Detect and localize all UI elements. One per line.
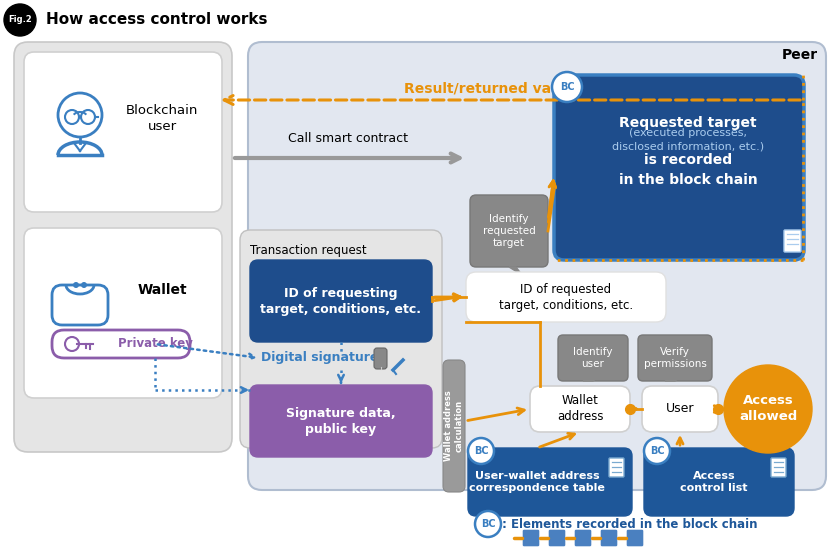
FancyBboxPatch shape xyxy=(250,385,432,457)
Text: User: User xyxy=(666,402,694,416)
Text: BC: BC xyxy=(474,446,488,456)
FancyBboxPatch shape xyxy=(530,386,630,432)
Text: (executed processes,
disclosed information, etc.): (executed processes, disclosed informati… xyxy=(612,128,764,152)
Text: Result/returned value: Result/returned value xyxy=(404,81,575,95)
Circle shape xyxy=(644,438,670,464)
FancyBboxPatch shape xyxy=(466,272,666,322)
Circle shape xyxy=(73,282,79,288)
Text: Identify
requested
target: Identify requested target xyxy=(483,214,535,248)
Text: Access
allowed: Access allowed xyxy=(739,395,797,424)
FancyBboxPatch shape xyxy=(14,42,232,452)
Polygon shape xyxy=(509,267,522,275)
Text: Wallet: Wallet xyxy=(137,283,186,297)
FancyBboxPatch shape xyxy=(609,458,624,477)
Text: Digital signature: Digital signature xyxy=(261,352,379,364)
FancyBboxPatch shape xyxy=(642,386,718,432)
Text: Signature data,
public key: Signature data, public key xyxy=(286,406,396,435)
Circle shape xyxy=(81,282,87,288)
FancyBboxPatch shape xyxy=(24,228,222,398)
Text: Call smart contract: Call smart contract xyxy=(288,132,408,145)
FancyBboxPatch shape xyxy=(52,285,108,325)
FancyBboxPatch shape xyxy=(468,448,632,516)
FancyBboxPatch shape xyxy=(240,230,442,448)
Text: ID of requesting
target, conditions, etc.: ID of requesting target, conditions, etc… xyxy=(260,286,422,315)
Circle shape xyxy=(724,365,812,453)
FancyBboxPatch shape xyxy=(548,529,566,547)
FancyBboxPatch shape xyxy=(554,75,804,260)
Text: : Elements recorded in the block chain: : Elements recorded in the block chain xyxy=(502,517,758,531)
Circle shape xyxy=(468,438,494,464)
Text: Wallet address
calculation: Wallet address calculation xyxy=(444,391,464,461)
Polygon shape xyxy=(583,373,603,381)
Text: Transaction request: Transaction request xyxy=(249,244,366,257)
Text: User-wallet address
correspondence table: User-wallet address correspondence table xyxy=(469,471,605,493)
Text: Private key: Private key xyxy=(118,338,192,350)
Text: is recorded
in the block chain: is recorded in the block chain xyxy=(618,153,758,187)
FancyBboxPatch shape xyxy=(470,195,548,267)
FancyBboxPatch shape xyxy=(771,458,786,477)
Circle shape xyxy=(58,93,102,137)
Text: Blockchain
user: Blockchain user xyxy=(126,103,198,132)
Text: BC: BC xyxy=(480,519,496,529)
Text: Access
control list: Access control list xyxy=(680,471,748,493)
Polygon shape xyxy=(665,373,685,381)
FancyBboxPatch shape xyxy=(574,529,592,547)
Text: Wallet
address: Wallet address xyxy=(557,395,603,424)
Circle shape xyxy=(4,4,36,36)
FancyBboxPatch shape xyxy=(626,529,644,547)
Text: Peer: Peer xyxy=(782,48,818,62)
FancyBboxPatch shape xyxy=(248,42,826,490)
FancyBboxPatch shape xyxy=(600,529,618,547)
Text: BC: BC xyxy=(649,446,664,456)
Text: Identify
user: Identify user xyxy=(573,347,612,369)
Text: ID of requested
target, conditions, etc.: ID of requested target, conditions, etc. xyxy=(499,282,633,311)
Text: Verify
permissions: Verify permissions xyxy=(643,347,706,369)
FancyBboxPatch shape xyxy=(522,529,540,547)
FancyBboxPatch shape xyxy=(52,330,190,358)
Text: How access control works: How access control works xyxy=(46,12,267,27)
Text: BC: BC xyxy=(559,82,575,92)
FancyBboxPatch shape xyxy=(644,448,794,516)
Text: Fig.2: Fig.2 xyxy=(8,16,32,25)
Circle shape xyxy=(552,72,582,102)
FancyBboxPatch shape xyxy=(374,348,387,369)
FancyBboxPatch shape xyxy=(24,52,222,212)
FancyBboxPatch shape xyxy=(443,360,465,492)
FancyBboxPatch shape xyxy=(250,260,432,342)
FancyBboxPatch shape xyxy=(638,335,712,381)
Text: Requested target: Requested target xyxy=(619,116,757,130)
FancyBboxPatch shape xyxy=(784,230,801,252)
FancyBboxPatch shape xyxy=(558,335,628,381)
Circle shape xyxy=(475,511,501,537)
